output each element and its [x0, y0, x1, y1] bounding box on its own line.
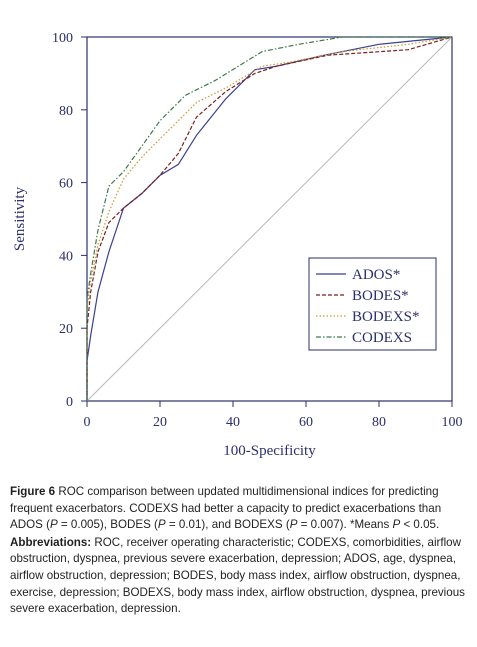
y-tick-label: 100: [52, 31, 73, 46]
y-tick-label: 60: [59, 177, 73, 192]
legend-box: [308, 257, 437, 351]
abbreviations-text: ROC, receiver operating characteristic; …: [10, 535, 465, 616]
p-symbol: P: [289, 518, 298, 532]
legend-label: BODES*: [352, 288, 409, 304]
legend-label: CODEXS: [352, 330, 412, 346]
legend: ADOS* BODES* BODEXS* CODEXS: [308, 257, 437, 351]
x-tick-label: 20: [153, 415, 167, 430]
y-tick-label: 80: [59, 104, 73, 119]
caption-paragraph: Figure 6 ROC comparison between updated …: [10, 484, 468, 534]
y-tick-label: 0: [66, 395, 73, 410]
x-tick-label: 100: [442, 415, 463, 430]
caption-text: ROC comparison between updated multidime…: [10, 485, 442, 532]
x-tick-label: 80: [372, 415, 386, 430]
caption-text: = 0.005), BODES (: [57, 518, 158, 532]
series-line-bodes: [86, 36, 453, 401]
roc-chart: 0 20 40 60 80 100 0 20 40 60 80 100 100-Specificity…: [12, 31, 463, 459]
p-symbol: P: [392, 518, 401, 532]
caption-text: = 0.007). *Means: [297, 518, 393, 532]
plot-frame: [86, 36, 453, 402]
series-line-codexs: [86, 36, 452, 401]
y-axis-title: Sensitivity: [12, 186, 28, 251]
p-symbol: P: [157, 518, 166, 532]
plot-border: [86, 36, 453, 402]
series-line-bodexs: [86, 36, 453, 401]
figure-label: Figure 6: [10, 485, 56, 498]
x-tick-label: 60: [299, 415, 313, 430]
caption-text: = 0.01), and BODEXS (: [165, 518, 290, 532]
x-tick-label: 40: [226, 415, 240, 430]
y-tick-label: 40: [59, 249, 73, 264]
axis-ticks: 0 20 40 60 80 100 0 20 40 60 80 100: [52, 31, 463, 430]
p-symbol: P: [49, 518, 58, 532]
caption-text: < 0.05.: [400, 518, 440, 532]
diagonal-reference-line: [86, 36, 453, 402]
abbreviations-label: Abbreviations:: [10, 535, 92, 549]
legend-label: BODEXS*: [352, 309, 420, 325]
figure-caption: Figure 6 ROC comparison between updated …: [10, 484, 468, 618]
x-axis-title: 100-Specificity: [223, 443, 316, 459]
abbreviations-paragraph: Abbreviations: ROC, receiver operating c…: [10, 535, 468, 618]
series-lines: [86, 36, 453, 401]
legend-label: ADOS*: [352, 267, 400, 283]
x-tick-label: 0: [84, 415, 91, 430]
y-tick-label: 20: [59, 322, 73, 337]
